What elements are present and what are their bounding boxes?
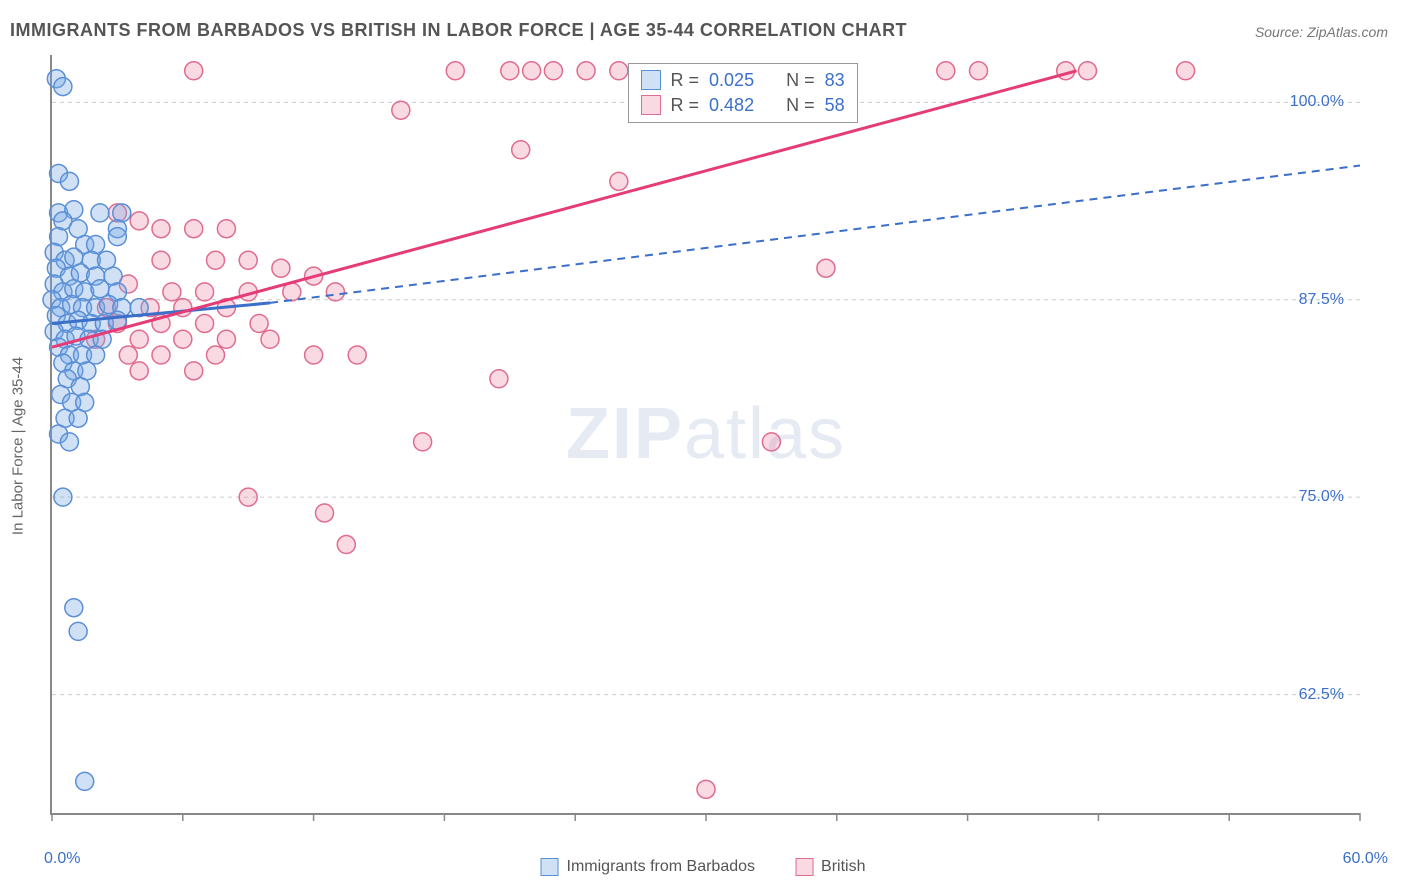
scatter-point [610, 172, 628, 190]
stats-n-value: 83 [825, 70, 845, 91]
stats-r-value: 0.025 [709, 70, 754, 91]
legend-swatch-barbados [541, 858, 559, 876]
legend-item-barbados: Immigrants from Barbados [541, 858, 756, 876]
scatter-point [817, 259, 835, 277]
scatter-point [577, 62, 595, 80]
legend: Immigrants from Barbados British [541, 858, 866, 876]
stats-swatch [641, 95, 661, 115]
scatter-point [87, 346, 105, 364]
x-axis-max-label: 60.0% [1343, 850, 1388, 868]
scatter-point [414, 433, 432, 451]
scatter-point [272, 259, 290, 277]
legend-label-british: British [821, 858, 865, 876]
stats-n-label: N = [786, 70, 815, 91]
scatter-point [174, 330, 192, 348]
scatter-point [207, 251, 225, 269]
legend-item-british: British [795, 858, 865, 876]
scatter-point [970, 62, 988, 80]
scatter-point [316, 504, 334, 522]
source-attribution: Source: ZipAtlas.com [1255, 24, 1388, 40]
stats-swatch [641, 70, 661, 90]
scatter-point [512, 141, 530, 159]
y-tick-label: 87.5% [1299, 291, 1344, 309]
scatter-point [54, 78, 72, 96]
scatter-point [130, 362, 148, 380]
scatter-point [326, 283, 344, 301]
scatter-point [348, 346, 366, 364]
stats-n-value: 58 [825, 95, 845, 116]
scatter-point [196, 314, 214, 332]
scatter-point [108, 228, 126, 246]
y-tick-label: 100.0% [1290, 93, 1344, 111]
scatter-point [490, 370, 508, 388]
stats-legend-box: R = 0.025 N = 83 R = 0.482 N = 58 [628, 63, 858, 123]
scatter-point [217, 220, 235, 238]
scatter-point [446, 62, 464, 80]
scatter-point [762, 433, 780, 451]
y-axis-title: In Labor Force | Age 35-44 [10, 357, 27, 535]
scatter-point [60, 172, 78, 190]
scatter-point [392, 101, 410, 119]
scatter-point [1177, 62, 1195, 80]
scatter-point [119, 346, 137, 364]
scatter-point [1079, 62, 1097, 80]
scatter-point [163, 283, 181, 301]
scatter-point [261, 330, 279, 348]
scatter-point [185, 220, 203, 238]
scatter-point [91, 280, 109, 298]
plot-svg [52, 55, 1360, 813]
scatter-point [185, 362, 203, 380]
scatter-point [544, 62, 562, 80]
trend-line-british [52, 71, 1077, 347]
correlation-chart: IMMIGRANTS FROM BARBADOS VS BRITISH IN L… [0, 0, 1406, 892]
x-axis-min-label: 0.0% [44, 850, 80, 868]
scatter-point [610, 62, 628, 80]
plot-area: ZIPatlas R =0.025N =83R =0.482N =58 100.… [50, 55, 1360, 815]
scatter-point [250, 314, 268, 332]
scatter-point [130, 330, 148, 348]
scatter-point [305, 346, 323, 364]
stats-r-label: R = [671, 70, 700, 91]
stats-n-label: N = [786, 95, 815, 116]
scatter-point [337, 536, 355, 554]
stats-r-value: 0.482 [709, 95, 754, 116]
scatter-point [697, 780, 715, 798]
scatter-point [239, 251, 257, 269]
scatter-point [54, 488, 72, 506]
scatter-point [76, 772, 94, 790]
y-tick-label: 62.5% [1299, 686, 1344, 704]
stats-row: R = 0.482 N = 58 [629, 93, 857, 118]
scatter-point [239, 488, 257, 506]
scatter-point [217, 330, 235, 348]
y-tick-label: 75.0% [1299, 488, 1344, 506]
stats-r-label: R = [671, 95, 700, 116]
stats-row: R = 0.025 N = 83 [629, 68, 857, 93]
trend-line-barbados-dashed [270, 166, 1360, 303]
scatter-point [152, 251, 170, 269]
scatter-point [130, 212, 148, 230]
scatter-point [152, 346, 170, 364]
scatter-point [501, 62, 519, 80]
scatter-point [65, 599, 83, 617]
scatter-point [60, 433, 78, 451]
scatter-point [523, 62, 541, 80]
scatter-point [69, 622, 87, 640]
scatter-point [207, 346, 225, 364]
scatter-point [91, 204, 109, 222]
scatter-point [185, 62, 203, 80]
scatter-point [937, 62, 955, 80]
scatter-point [152, 220, 170, 238]
legend-swatch-british [795, 858, 813, 876]
legend-label-barbados: Immigrants from Barbados [567, 858, 756, 876]
scatter-point [196, 283, 214, 301]
chart-title: IMMIGRANTS FROM BARBADOS VS BRITISH IN L… [10, 20, 907, 41]
scatter-point [69, 409, 87, 427]
